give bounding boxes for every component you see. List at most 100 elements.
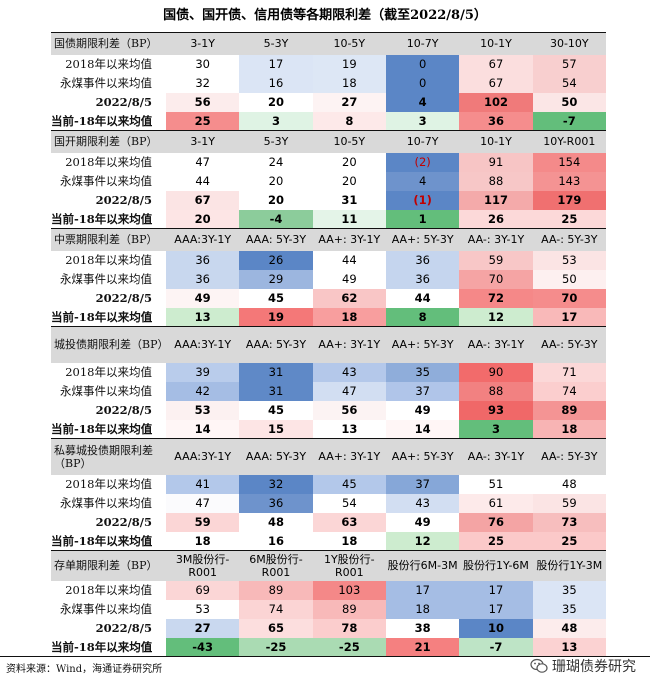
value-cell: 45 xyxy=(239,400,313,420)
value-cell: 50 xyxy=(532,92,606,112)
value-cell: 30 xyxy=(166,54,240,74)
value-cell: 25 xyxy=(532,531,606,551)
value-cell: 51 xyxy=(459,474,533,494)
row-label: 当前-18年以来均值 xyxy=(51,211,153,226)
row-label: 2018年以来均值 xyxy=(65,253,152,267)
value-cell: 47 xyxy=(166,493,240,513)
value-cell: 31 xyxy=(239,362,313,382)
value-cell: 13 xyxy=(166,307,240,327)
row-label: 永煤事件以来均值 xyxy=(60,602,152,616)
row-label: 当前-18年以来均值 xyxy=(51,640,153,654)
value-cell: 48 xyxy=(532,474,606,494)
value-cell: 27 xyxy=(166,618,240,638)
value-cell: 78 xyxy=(312,618,386,638)
value-cell: 36 xyxy=(166,269,240,289)
value-cell: 36 xyxy=(166,250,240,270)
row-label: 当前-18年以来均值 xyxy=(51,533,153,548)
value-cell: 56 xyxy=(312,400,386,420)
value-cell: 35 xyxy=(385,362,460,382)
value-cell: 70 xyxy=(459,269,533,289)
value-cell: 17 xyxy=(385,580,460,600)
row-label: 2018年以来均值 xyxy=(65,477,152,491)
table-row: 2018年以来均值 36 26 44 36 59 53 xyxy=(51,250,606,270)
value-cell: 29 xyxy=(239,269,313,289)
value-cell: 53 xyxy=(166,599,240,619)
row-label: 永煤事件以来均值 xyxy=(60,496,152,510)
value-cell: 19 xyxy=(312,54,386,74)
value-cell: 53 xyxy=(532,250,606,270)
value-cell: 59 xyxy=(532,493,606,513)
table-row: 永煤事件以来均值 53 74 89 18 17 35 xyxy=(51,599,606,619)
value-cell: 3 xyxy=(459,419,533,439)
column-header: 5-3Y xyxy=(239,32,313,55)
value-cell: 10 xyxy=(459,618,533,638)
row-label: 当前-18年以来均值 xyxy=(51,421,153,436)
row-label: 永煤事件以来均值 xyxy=(60,174,152,188)
wechat-icon xyxy=(530,658,548,674)
column-header: 10Y-R001 xyxy=(532,130,606,153)
value-cell: 43 xyxy=(312,362,386,382)
column-header: AAA: 5Y-3Y xyxy=(239,438,313,475)
column-header: 30-10Y xyxy=(532,32,606,55)
brand-watermark: 珊瑚债券研究 xyxy=(530,656,636,676)
value-cell: 102 xyxy=(459,92,533,112)
value-cell: -25 xyxy=(312,637,386,657)
row-label: 2022/8/5 xyxy=(95,621,152,635)
column-header: AAA:3Y-1Y xyxy=(166,326,240,363)
table-row: 永煤事件以来均值 44 20 20 4 88 143 xyxy=(51,171,606,191)
value-cell: 50 xyxy=(532,269,606,289)
value-cell: 0 xyxy=(385,54,460,74)
table-row: 当前-18年以来均值 25 3 8 3 36 -7 xyxy=(51,111,606,131)
column-header: 股份行1Y-3M xyxy=(532,550,606,581)
value-cell: 91 xyxy=(459,152,533,172)
column-header: 3-1Y xyxy=(166,32,240,55)
column-header: 10-7Y xyxy=(385,32,460,55)
column-header: AA-: 3Y-1Y xyxy=(459,228,533,251)
value-cell: 38 xyxy=(385,618,460,638)
column-header: 10-5Y xyxy=(312,32,386,55)
value-cell: 16 xyxy=(239,531,313,551)
value-cell: 16 xyxy=(239,73,313,93)
value-cell: 8 xyxy=(312,111,386,131)
value-cell: 12 xyxy=(459,307,533,327)
value-cell: 19 xyxy=(239,307,313,327)
value-cell: -43 xyxy=(166,637,240,657)
value-cell: 18 xyxy=(312,307,386,327)
value-cell: 59 xyxy=(459,250,533,270)
value-cell: -7 xyxy=(459,637,533,657)
table-row: 永煤事件以来均值 42 31 47 37 88 74 xyxy=(51,381,606,401)
value-cell: 41 xyxy=(166,474,240,494)
table-row: 2022/8/5 53 45 56 49 93 89 xyxy=(51,400,606,420)
column-header: AA+: 5Y-3Y xyxy=(385,438,460,475)
value-cell: 67 xyxy=(459,73,533,93)
value-cell: 48 xyxy=(239,512,313,532)
column-header: AA-: 5Y-3Y xyxy=(532,228,606,251)
value-cell: 31 xyxy=(239,381,313,401)
value-cell: 20 xyxy=(312,152,386,172)
value-cell: 39 xyxy=(166,362,240,382)
table-row: 当前-18年以来均值 13 19 18 8 12 17 xyxy=(51,307,606,327)
value-cell: 62 xyxy=(312,288,386,308)
table-row: 永煤事件以来均值 32 16 18 0 67 54 xyxy=(51,73,606,93)
value-cell: 45 xyxy=(239,288,313,308)
value-cell: 36 xyxy=(385,269,460,289)
brand-name: 珊瑚债券研究 xyxy=(552,659,636,675)
value-cell: 36 xyxy=(385,250,460,270)
section-header-row: 国债期限利差（BP） 3-1Y 5-3Y 10-5Y 10-7Y 10-1Y 30-10Y xyxy=(51,32,606,55)
column-header: 3-1Y xyxy=(166,130,240,153)
value-cell: 8 xyxy=(385,307,460,327)
value-cell: 65 xyxy=(239,618,313,638)
value-cell: 57 xyxy=(532,54,606,74)
column-header: AAA: 5Y-3Y xyxy=(239,326,313,363)
value-cell: 20 xyxy=(239,190,313,210)
table-row: 当前-18年以来均值 20 -4 11 1 26 25 xyxy=(51,209,606,229)
value-cell: 67 xyxy=(166,190,240,210)
table-row: 永煤事件以来均值 47 36 54 43 61 59 xyxy=(51,493,606,513)
value-cell: 11 xyxy=(312,209,386,229)
row-label: 2018年以来均值 xyxy=(65,57,152,71)
value-cell: 31 xyxy=(312,190,386,210)
value-cell: 117 xyxy=(459,190,533,210)
row-label: 永煤事件以来均值 xyxy=(60,384,152,398)
value-cell: 3 xyxy=(239,111,313,131)
value-cell: 24 xyxy=(239,152,313,172)
